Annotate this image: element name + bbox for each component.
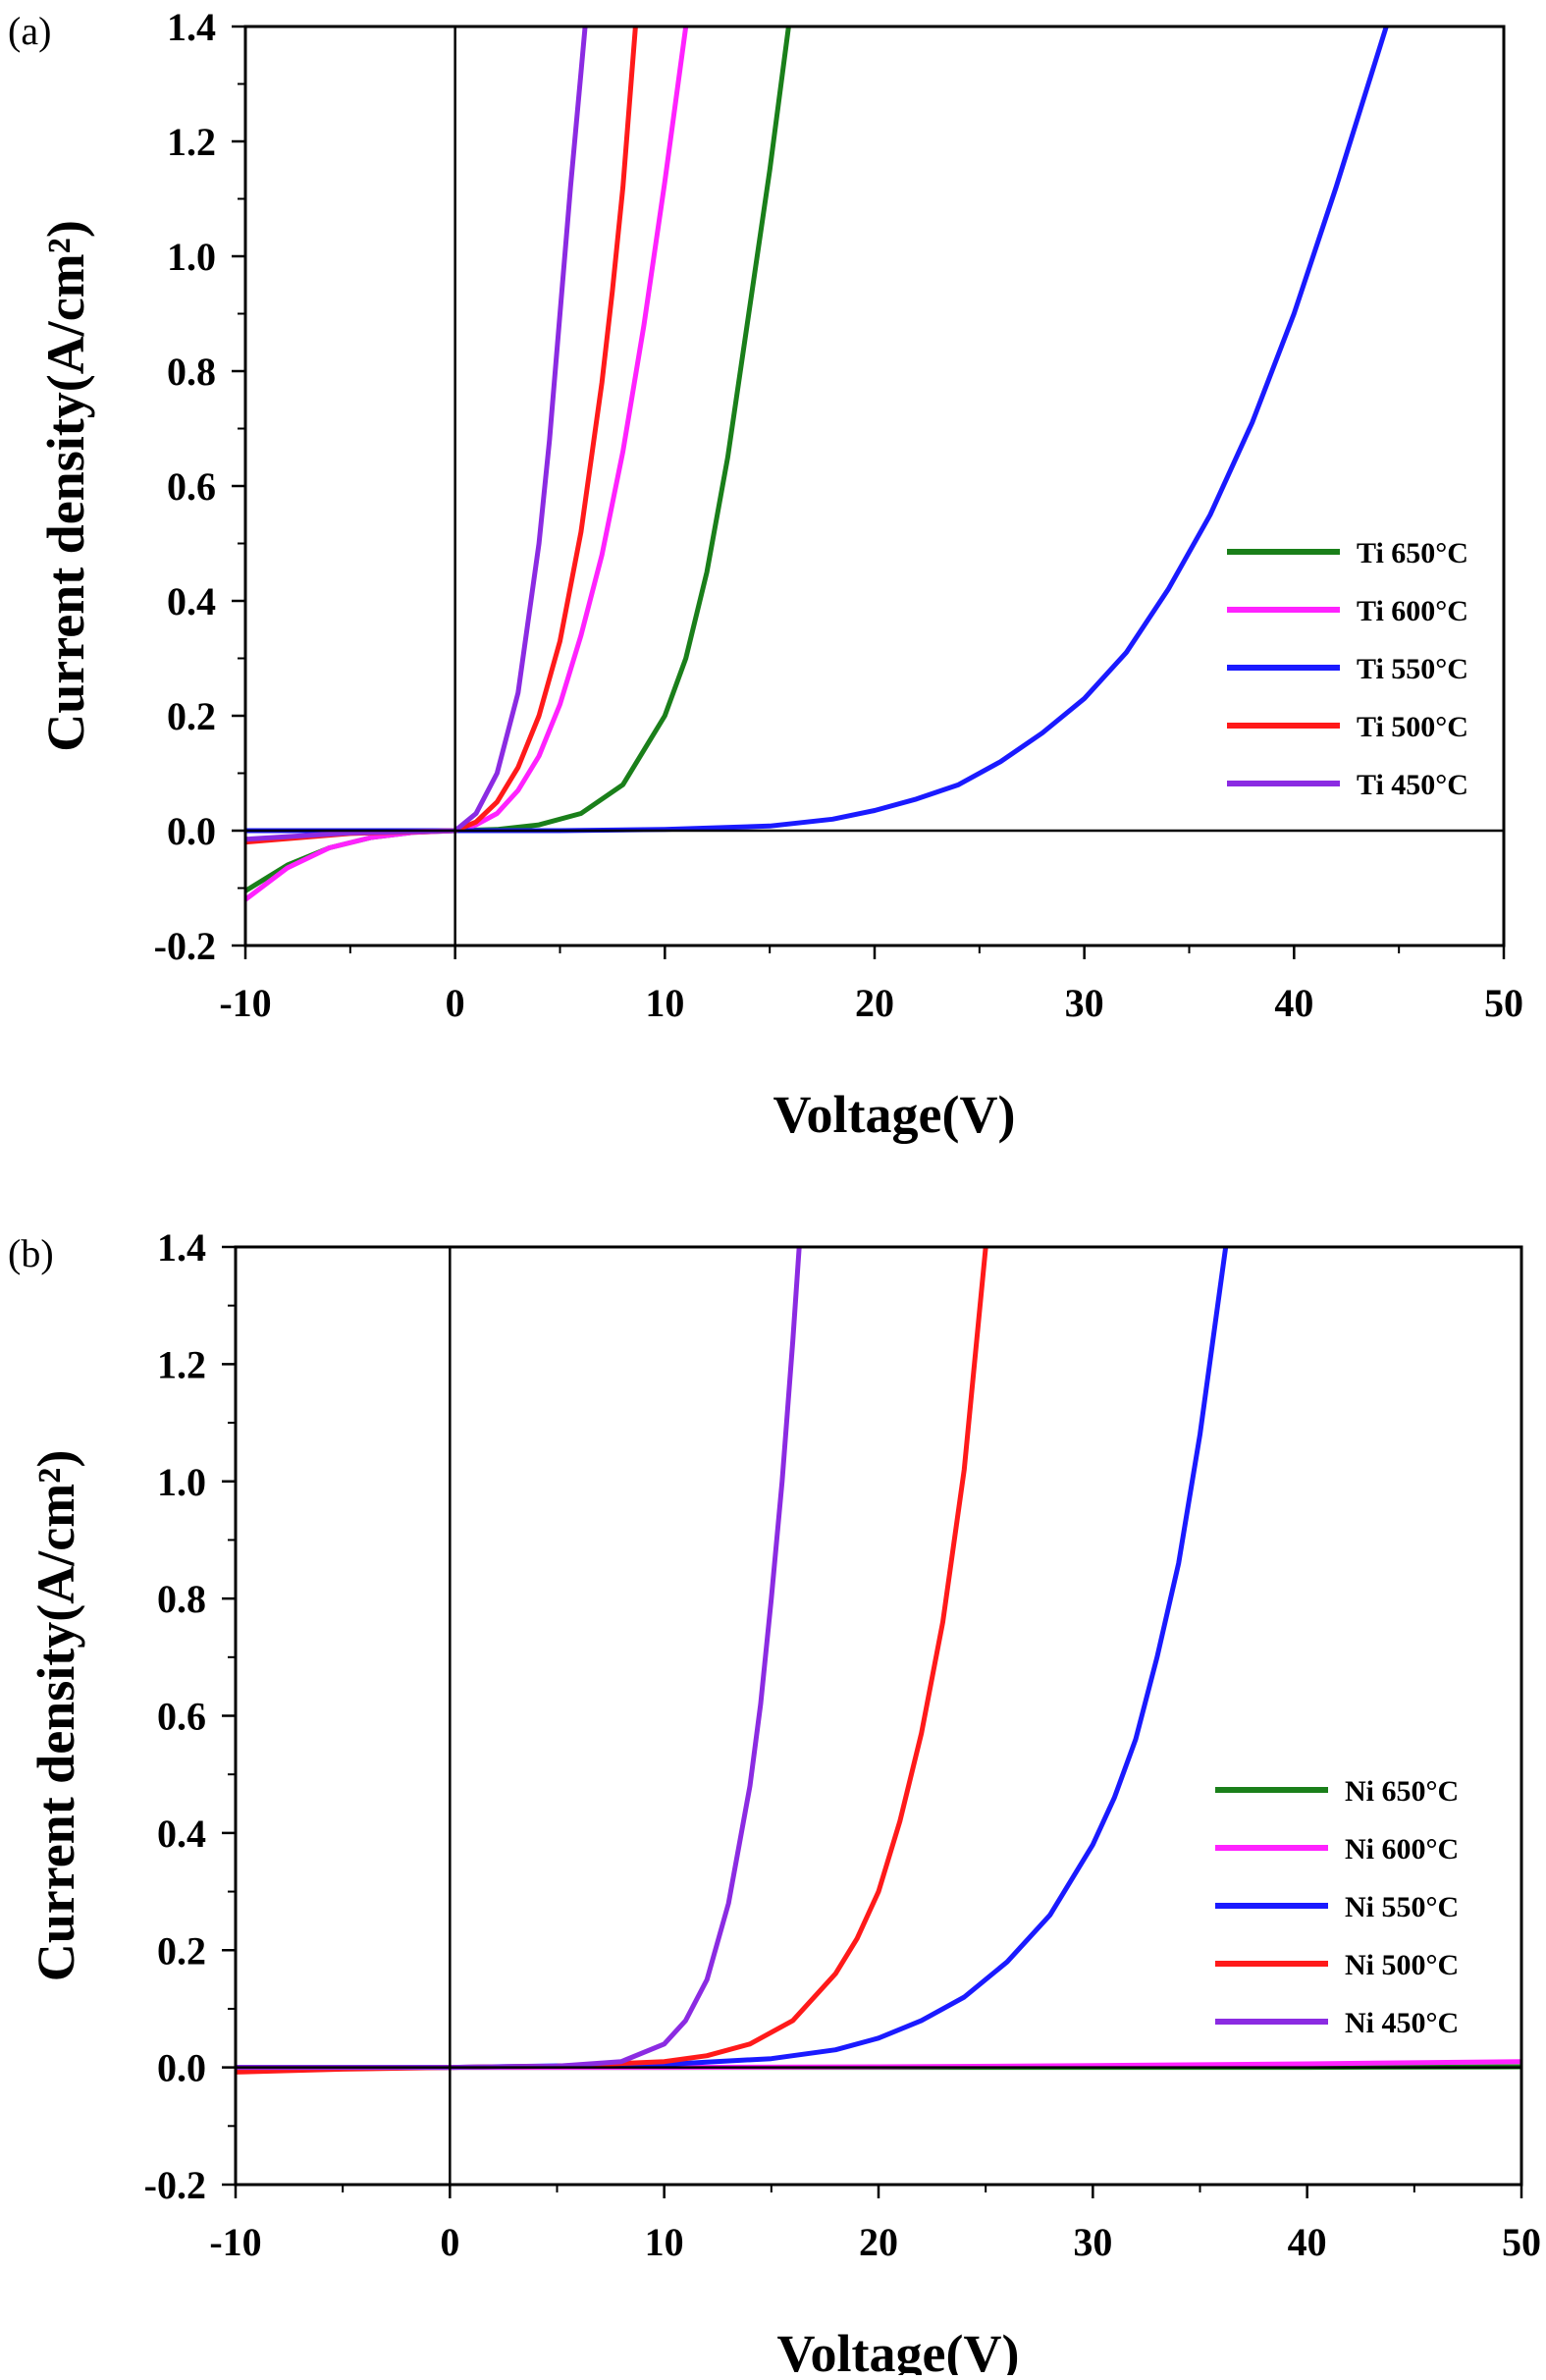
x-tick-label: -10 — [219, 981, 271, 1025]
x-tick-label: 0 — [446, 981, 465, 1025]
series-line-0 — [245, 27, 791, 893]
panel-label: (b) — [8, 1231, 54, 1275]
y-axis-title: Current density(A/cm²) — [27, 1450, 85, 1982]
y-tick-label: -0.2 — [154, 924, 216, 968]
legend-label-3: Ni 500°C — [1345, 1949, 1459, 1981]
x-tick-label: -10 — [209, 2220, 261, 2264]
y-tick-label: 1.0 — [167, 235, 216, 279]
series-line-1 — [245, 27, 689, 902]
y-tick-label: 0.8 — [157, 1577, 206, 1621]
plot-frame — [243, 25, 1506, 947]
series-line-3 — [236, 1247, 988, 2075]
series-line-2 — [236, 1247, 1229, 2071]
x-tick-label: 10 — [645, 2220, 684, 2264]
y-tick-label: 0.2 — [157, 1928, 206, 1973]
series-group — [245, 27, 1389, 902]
series-line-4 — [236, 1247, 802, 2071]
legend-label-4: Ni 450°C — [1345, 2007, 1459, 2039]
y-tick-label: 0.6 — [167, 464, 216, 509]
legend-label-3: Ti 500°C — [1357, 711, 1468, 743]
y-tick-label: 1.2 — [167, 120, 216, 164]
y-tick-label: 0.4 — [167, 579, 216, 623]
series-line-4 — [245, 27, 588, 842]
y-tick-label: -0.2 — [144, 2163, 206, 2207]
legend: Ti 650°C Ti 600°C Ti 550°C Ti 500°C Ti 450°C — [1227, 537, 1468, 801]
legend-label-0: Ni 650°C — [1345, 1775, 1459, 1808]
y-tick-label: 0.0 — [157, 2046, 206, 2090]
x-tick-label: 30 — [1073, 2220, 1112, 2264]
legend-label-2: Ni 550°C — [1345, 1891, 1459, 1923]
y-tick-label: 1.0 — [157, 1460, 206, 1504]
panel-label: (a) — [8, 9, 51, 53]
series-line-2 — [245, 27, 1389, 834]
series-group — [236, 1247, 1521, 2075]
legend-label-2: Ti 550°C — [1357, 653, 1468, 685]
y-tick-label: 1.4 — [167, 5, 216, 49]
y-axis-title: Current density(A/cm²) — [36, 220, 95, 752]
chart-panel-1: -10 0 10 20 30 40 50 -0.2 0.0 0.2 0.4 0.6 0.8 1.0 1.2 1… — [8, 1225, 1541, 2380]
x-tick-label: 30 — [1065, 981, 1104, 1025]
x-tick-label: 20 — [855, 981, 894, 1025]
x-tick-label: 50 — [1484, 981, 1523, 1025]
plot-frame — [234, 1245, 1523, 2187]
x-tick-label: 40 — [1288, 2220, 1327, 2264]
y-tick-label: 0.8 — [167, 350, 216, 394]
x-axis-title: Voltage(V) — [773, 1085, 1016, 1144]
series-line-3 — [245, 27, 638, 845]
legend: Ni 650°C Ni 600°C Ni 550°C Ni 500°C Ni 450°C — [1215, 1775, 1459, 2039]
y-tick-label: 0.6 — [157, 1695, 206, 1739]
y-tick-label: 1.2 — [157, 1342, 206, 1386]
legend-label-1: Ni 600°C — [1345, 1833, 1459, 1866]
x-tick-label: 50 — [1502, 2220, 1541, 2264]
y-tick-label: 0.0 — [167, 809, 216, 853]
legend-label-0: Ti 650°C — [1357, 537, 1468, 569]
legend-label-1: Ti 600°C — [1357, 595, 1468, 627]
y-tick-label: 1.4 — [157, 1225, 206, 1270]
legend-label-4: Ti 450°C — [1357, 769, 1468, 801]
x-tick-label: 0 — [440, 2220, 459, 2264]
y-tick-label: 0.2 — [167, 694, 216, 738]
chart-panel-0: -10 0 10 20 30 40 50 -0.2 0.0 0.2 0.4 0.6 0.8 1.0 1.2 1… — [8, 5, 1523, 1144]
x-tick-label: 40 — [1274, 981, 1313, 1025]
x-tick-label: 20 — [859, 2220, 898, 2264]
x-axis-title: Voltage(V) — [777, 2324, 1020, 2375]
y-tick-label: 0.4 — [157, 1812, 206, 1856]
x-tick-label: 10 — [645, 981, 684, 1025]
